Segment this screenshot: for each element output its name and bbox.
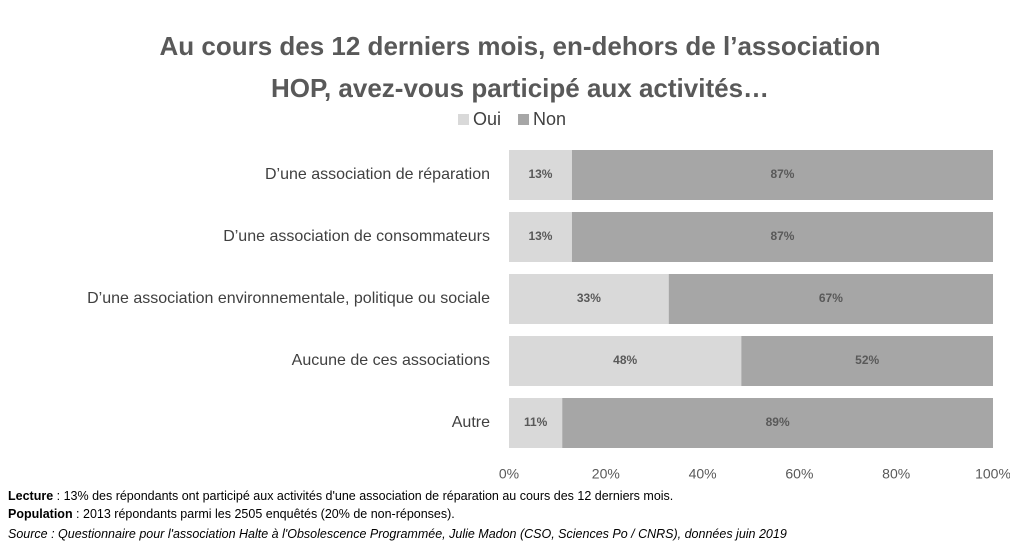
note: Lecture : 13% des répondants ont partici…: [8, 489, 673, 503]
y-tick-label: Autre: [452, 414, 490, 431]
bar-segment: [509, 274, 669, 324]
x-tick-label: 60%: [785, 466, 813, 482]
data-label: 87%: [770, 167, 794, 181]
note-text: : 2013 répondants parmi les 2505 enquêté…: [72, 507, 455, 521]
data-label: 52%: [855, 353, 879, 367]
y-tick-label: D’une association environnementale, poli…: [87, 290, 490, 307]
y-tick-label: Aucune de ces associations: [292, 352, 490, 369]
data-label: 48%: [613, 353, 637, 367]
note: Population : 2013 répondants parmi les 2…: [8, 507, 455, 521]
x-tick-label: 40%: [689, 466, 717, 482]
y-tick-label: D’une association de réparation: [265, 166, 490, 183]
bar-segment: [562, 398, 993, 448]
bar-segment: [571, 150, 993, 200]
bar-segment: [741, 336, 993, 386]
chart-title: HOP, avez-vous participé aux activités…: [271, 73, 769, 103]
y-tick-label: D’une association de consommateurs: [223, 228, 490, 245]
data-label: 33%: [577, 291, 601, 305]
note-label: Population: [8, 507, 73, 521]
note: Source : Questionnaire pour l'associatio…: [8, 527, 787, 541]
legend-label: Non: [533, 109, 566, 129]
data-label: 13%: [528, 229, 552, 243]
data-label: 11%: [524, 415, 548, 429]
x-tick-label: 80%: [882, 466, 910, 482]
chart-title: Au cours des 12 derniers mois, en-dehors…: [159, 31, 880, 61]
note-text: : Questionnaire pour l'association Halte…: [47, 527, 787, 541]
data-label: 13%: [528, 167, 552, 181]
legend-label: Oui: [473, 109, 501, 129]
bar-segment: [509, 212, 572, 262]
bar-segment: [509, 398, 563, 448]
bar-segment: [668, 274, 993, 324]
bar-segment: [571, 212, 993, 262]
x-tick-label: 20%: [592, 466, 620, 482]
data-label: 89%: [766, 415, 790, 429]
bar-segment: [509, 336, 742, 386]
note-label: Lecture: [8, 489, 54, 503]
bar-segment: [509, 150, 572, 200]
x-tick-label: 100%: [975, 466, 1010, 482]
note-label: Source: [8, 527, 48, 541]
data-label: 67%: [819, 291, 843, 305]
legend-swatch: [458, 114, 469, 125]
note-text: : 13% des répondants ont participé aux a…: [53, 489, 674, 503]
data-label: 87%: [770, 229, 794, 243]
x-tick-label: 0%: [499, 466, 519, 482]
legend-swatch: [518, 114, 530, 125]
